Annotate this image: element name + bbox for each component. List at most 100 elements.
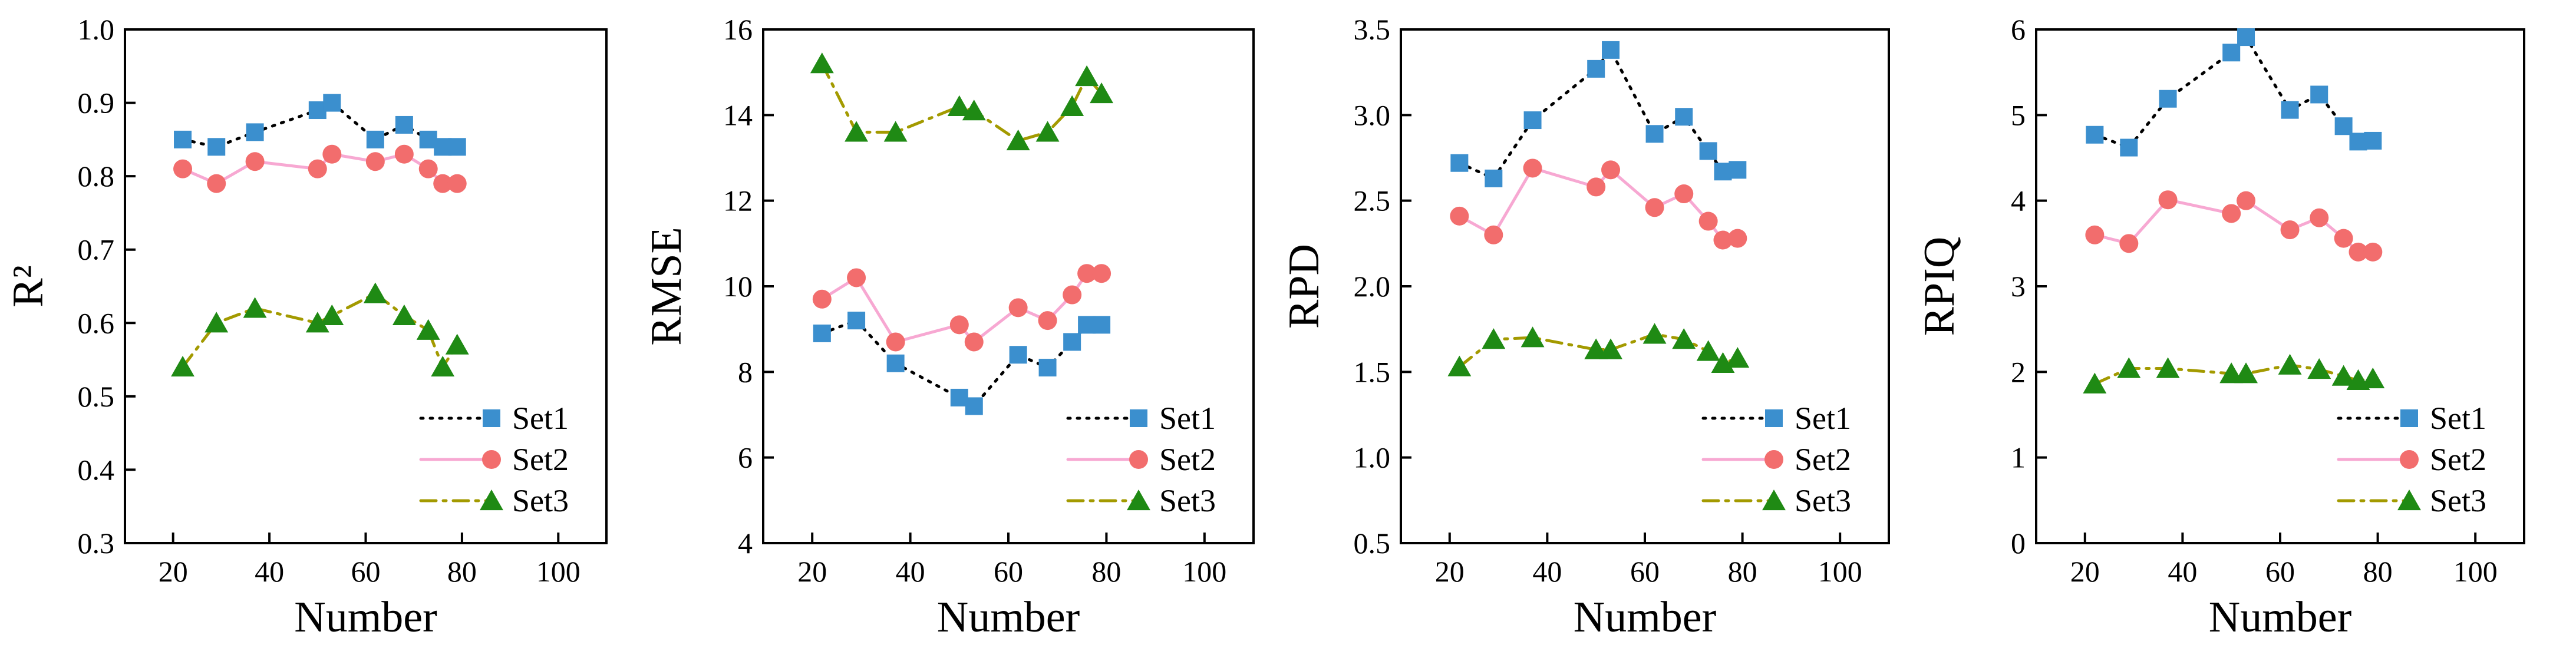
data-point-Set3 xyxy=(1642,323,1667,344)
y-tick-label: 10 xyxy=(723,270,753,303)
data-point-Set1 xyxy=(323,94,341,112)
data-point-Set3 xyxy=(947,95,971,116)
x-tick-label: 60 xyxy=(2265,555,2295,588)
x-tick-label: 100 xyxy=(536,555,580,588)
y-tick-label: 1.0 xyxy=(78,13,115,46)
data-point-Set3 xyxy=(1060,95,1084,116)
data-point-Set2 xyxy=(2280,220,2300,240)
y-tick-label: 0.4 xyxy=(78,453,115,486)
x-tick-label: 40 xyxy=(1532,555,1562,588)
legend-label-Set1: Set1 xyxy=(1159,401,1216,436)
x-tick-label: 80 xyxy=(1091,555,1121,588)
data-point-Set3 xyxy=(1006,129,1030,151)
data-point-Set1 xyxy=(1675,108,1693,126)
y-tick-label: 1 xyxy=(2011,441,2026,474)
y-tick-label: 0.7 xyxy=(78,233,115,266)
data-point-Set3 xyxy=(845,121,869,142)
legend-label-Set3: Set3 xyxy=(1795,483,1851,518)
data-point-Set1 xyxy=(366,130,384,148)
data-point-Set2 xyxy=(1728,229,1747,248)
data-point-Set3 xyxy=(1726,347,1750,368)
series-line-Set3 xyxy=(181,292,459,369)
data-point-Set3 xyxy=(2234,362,2258,383)
data-point-Set2 xyxy=(886,332,905,352)
x-tick-label: 80 xyxy=(2363,555,2393,588)
data-point-Set3 xyxy=(1035,121,1060,142)
data-point-Set1 xyxy=(1485,169,1503,187)
y-tick-label: 0 xyxy=(2011,527,2026,560)
data-point-Set3 xyxy=(883,121,908,142)
y-tick-label: 5 xyxy=(2011,98,2026,131)
y-tick-label: 16 xyxy=(723,13,753,46)
x-tick-label: 40 xyxy=(2168,555,2197,588)
x-axis-title: Number xyxy=(294,593,437,642)
data-point-Set2 xyxy=(2363,242,2383,262)
data-point-Set1 xyxy=(2364,131,2382,150)
data-point-Set3 xyxy=(1672,328,1696,349)
data-point-Set2 xyxy=(2310,208,2329,227)
data-point-Set3 xyxy=(171,356,194,377)
data-point-Set3 xyxy=(363,282,387,303)
data-point-Set2 xyxy=(2119,234,2139,253)
data-point-Set3 xyxy=(810,52,834,74)
data-point-Set2 xyxy=(2158,190,2178,210)
y-axis-title: RPD xyxy=(1280,244,1328,329)
data-point-Set1 xyxy=(207,138,226,156)
legend-marker-Set1 xyxy=(483,409,500,427)
y-tick-label: 4 xyxy=(738,527,753,560)
x-tick-label: 100 xyxy=(2453,555,2498,588)
data-point-Set2 xyxy=(1450,206,1469,226)
legend-label-Set2: Set2 xyxy=(2430,442,2486,477)
legend-label-Set1: Set1 xyxy=(2430,401,2486,436)
y-tick-label: 0.3 xyxy=(78,527,115,560)
data-point-Set3 xyxy=(416,319,440,340)
data-point-Set2 xyxy=(1092,264,1111,283)
panel-1: 20 40 60 80 100 0.3 0.4 0.5 0.6 0.7 0.8 0.9 1.0 Numbe… xyxy=(4,13,608,642)
data-point-Set1 xyxy=(1587,59,1605,78)
data-point-Set2 xyxy=(1645,198,1664,217)
data-point-Set2 xyxy=(207,174,226,193)
data-point-Set2 xyxy=(1008,298,1028,318)
x-tick-label: 100 xyxy=(1818,555,1862,588)
y-tick-label: 0.5 xyxy=(78,380,115,413)
y-tick-label: 3 xyxy=(2011,270,2026,303)
data-point-Set3 xyxy=(392,304,416,325)
data-point-Set3 xyxy=(2117,357,2141,378)
legend-marker-Set1 xyxy=(2400,409,2418,427)
data-point-Set2 xyxy=(2334,229,2353,248)
data-point-Set3 xyxy=(2331,365,2356,386)
data-point-Set2 xyxy=(322,144,342,164)
data-point-Set3 xyxy=(1447,355,1472,376)
legend-label-Set3: Set3 xyxy=(512,483,569,518)
data-point-Set1 xyxy=(2120,138,2138,157)
data-point-Set2 xyxy=(1077,264,1097,283)
data-point-Set1 xyxy=(1523,111,1542,130)
legend-label-Set2: Set2 xyxy=(512,442,569,477)
data-point-Set2 xyxy=(394,144,414,164)
data-point-Set1 xyxy=(174,130,192,148)
data-point-Set2 xyxy=(1674,184,1694,204)
data-point-Set1 xyxy=(813,324,831,342)
panel-2: 20 40 60 80 100 4 6 8 10 12 14 16 Number RMSE Set1 Set2… xyxy=(642,13,1255,642)
data-point-Set2 xyxy=(1484,225,1503,244)
data-point-Set1 xyxy=(2159,90,2177,108)
data-point-Set3 xyxy=(1696,340,1720,361)
x-axis-title: Number xyxy=(1574,593,1717,642)
y-tick-label: 2.5 xyxy=(1354,184,1391,217)
series-line-Set2 xyxy=(1457,166,1739,242)
panel-3: 20 40 60 80 100 0.5 1.0 1.5 2.0 2.5 3.0 3.5 Number RP… xyxy=(1280,13,1890,642)
data-point-Set2 xyxy=(365,152,385,171)
x-tick-label: 20 xyxy=(159,555,188,588)
legend-marker-Set2 xyxy=(482,450,501,469)
data-point-Set3 xyxy=(1520,326,1545,348)
data-point-Set2 xyxy=(2349,242,2368,262)
x-tick-label: 60 xyxy=(351,555,381,588)
data-point-Set2 xyxy=(2222,204,2241,223)
series-line-Set2 xyxy=(181,153,459,186)
data-point-Set1 xyxy=(847,312,866,330)
legend-marker-Set3 xyxy=(480,490,503,511)
y-tick-label: 3.0 xyxy=(1354,98,1391,131)
data-point-Set2 xyxy=(245,152,265,171)
series-line-Set2 xyxy=(2093,198,2374,254)
